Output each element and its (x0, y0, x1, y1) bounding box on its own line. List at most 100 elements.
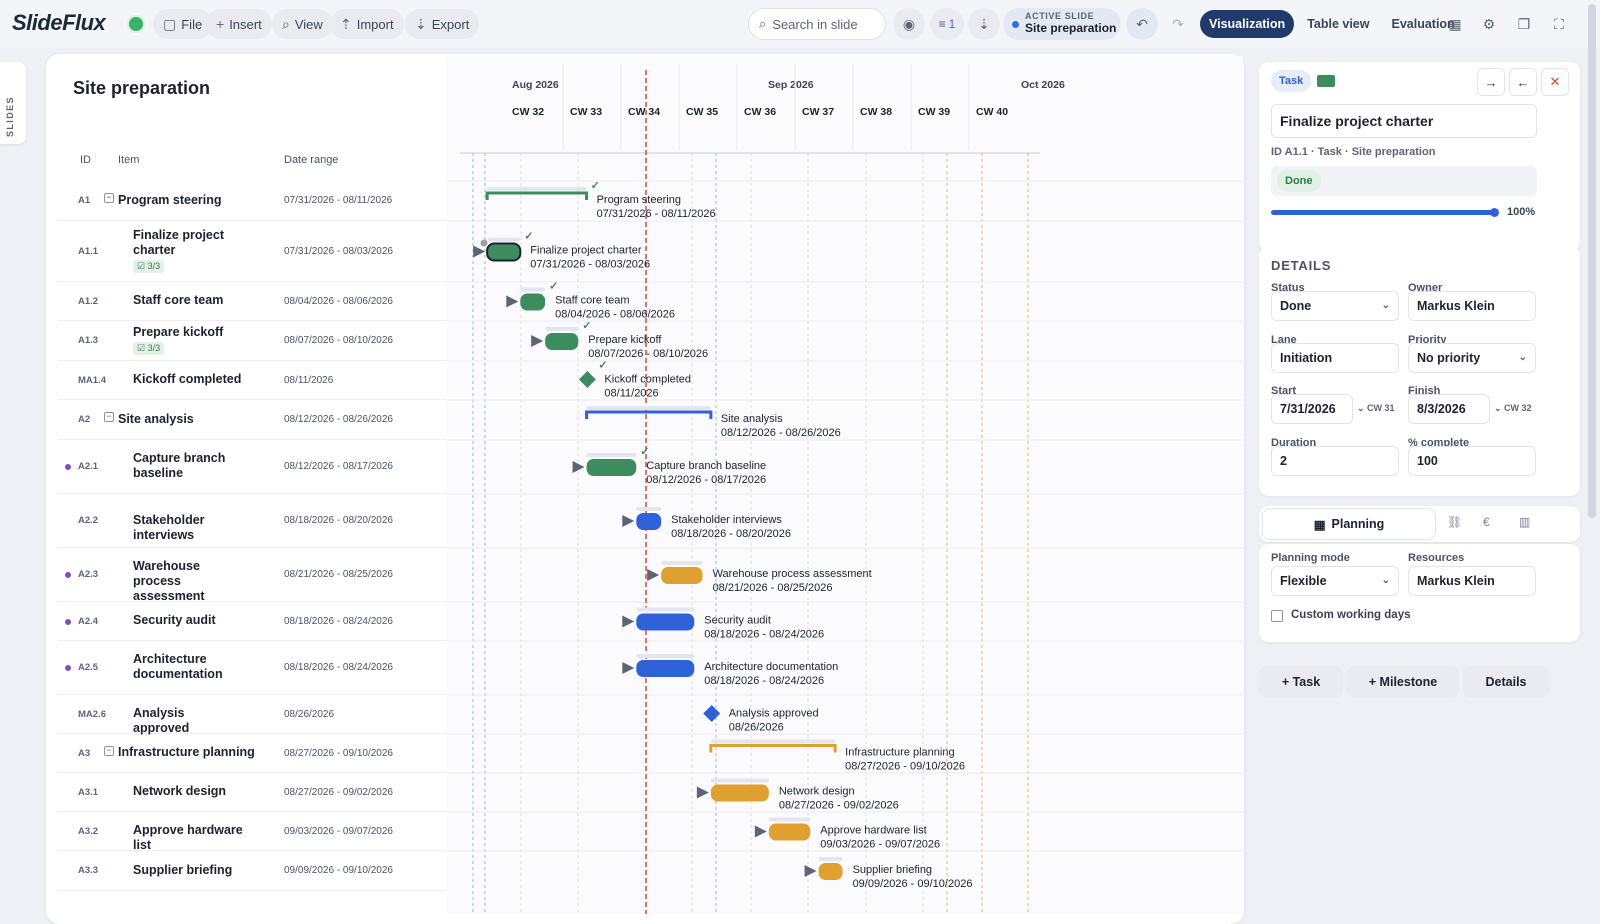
row-date-range: 08/12/2026 - 08/26/2026 (284, 414, 393, 425)
task-bar (710, 784, 769, 802)
download-button[interactable]: ⇣ (968, 8, 1000, 40)
outdent-button[interactable]: ← (1509, 68, 1537, 96)
file-menu-button[interactable]: ▢ File (153, 9, 213, 39)
priority-dot-icon (65, 618, 71, 625)
task-row[interactable]: A2.2 Stakeholder interviews 08/18/2026 - 0… (58, 494, 446, 548)
status-select[interactable]: Done ⌄ (1271, 291, 1399, 321)
import-button[interactable]: ⇡ Import (330, 9, 404, 39)
redo-button[interactable]: ↷ (1162, 8, 1194, 40)
slides-sidebar-toggle[interactable]: SLIDES (0, 62, 26, 144)
group-summary-bar (585, 410, 713, 419)
active-dot-icon (1012, 21, 1019, 28)
eye-icon: ◉ (902, 15, 916, 32)
view-menu-button[interactable]: ⌕ View (272, 9, 333, 39)
windows-icon[interactable]: ❐ (1517, 15, 1531, 32)
row-id: A1.2 (78, 295, 99, 307)
calendar-icon[interactable]: ▦ (1448, 15, 1462, 32)
add-milestone-button[interactable]: + Milestone (1347, 666, 1459, 698)
bar-dates: 07/31/2026 - 08/11/2026 (597, 208, 716, 220)
task-row[interactable]: A2.3 Warehouse process assessment 08/21/20… (58, 548, 446, 603)
bar-dates: 08/18/2026 - 08/24/2026 (704, 629, 824, 641)
priority-select[interactable]: No priority ⌄ (1408, 343, 1536, 373)
row-date-range: 08/21/2026 - 08/25/2026 (284, 569, 393, 580)
details-button[interactable]: Details (1463, 666, 1549, 698)
fullscreen-icon[interactable]: ⛶ (1554, 15, 1564, 32)
insert-menu-button[interactable]: + Insert (206, 9, 272, 39)
row-id: A3.1 (78, 786, 99, 798)
baseline-bar (586, 406, 711, 410)
percent-complete-input[interactable]: 100 (1408, 446, 1536, 476)
task-row[interactable]: A1 − Program steering 07/31/2026 - 08/11/20… (58, 181, 446, 221)
bar-dates: 08/12/2026 - 08/26/2026 (721, 427, 841, 439)
month-label: Sep 2026 (768, 79, 814, 91)
preview-eye-button[interactable]: ◉ (893, 8, 925, 40)
row-date-range: 08/11/2026 (284, 374, 334, 386)
download-icon: ⇣ (978, 15, 990, 32)
close-panel-button[interactable]: ✕ (1541, 68, 1569, 96)
dependency-arrow (754, 825, 767, 838)
owner-field[interactable]: Markus Klein (1408, 291, 1536, 321)
planning-mode-select[interactable]: Flexible ⌄ (1271, 566, 1399, 596)
bar-dates: 08/26/2026 (729, 722, 784, 734)
task-row[interactable]: A2.1 Capture branch baseline 08/12/2026 - … (58, 440, 446, 494)
baseline-bar (710, 778, 769, 783)
close-icon: ✕ (1549, 74, 1561, 89)
magnifier-icon: ⌕ (282, 15, 290, 32)
collapse-icon[interactable]: − (104, 412, 114, 422)
add-task-button[interactable]: + Task (1259, 666, 1343, 698)
task-row[interactable]: A2.4 Security audit 08/18/2026 - 08/24/202… (58, 602, 446, 641)
baseline-bar (487, 187, 587, 191)
slide-search-input[interactable]: ⌕ Search in slide (748, 8, 886, 40)
task-bar (636, 513, 662, 530)
finish-week-stepper[interactable]: ⌄ CW 32 (1494, 403, 1532, 413)
task-row[interactable]: A3.3 Supplier briefing 09/09/2026 - 09/10/… (58, 851, 446, 891)
export-button[interactable]: ⇣ Export (405, 9, 480, 39)
task-row[interactable]: A1.3 Prepare kickoff ☑ 3/3 08/07/2026 - 08/… (58, 321, 446, 361)
custom-working-days-checkbox[interactable] (1271, 610, 1283, 622)
task-row[interactable]: A3 − Infrastructure planning 08/27/2026 - 0… (58, 734, 446, 773)
task-row[interactable]: A3.1 Network design 08/27/2026 - 09/02/202… (58, 773, 446, 812)
task-row[interactable]: A2 − Site analysis 08/12/2026 - 08/26/2026 (58, 400, 446, 440)
task-row[interactable]: A1.1 Finalize project charter ☑ 3/3 07/31/2… (58, 221, 446, 282)
page-scrollbar[interactable] (1588, 4, 1596, 518)
lane-field[interactable]: Initiation (1271, 343, 1399, 373)
bar-label: Finalize project charter (530, 245, 642, 257)
tab-planning[interactable]: ▦ Planning (1263, 509, 1435, 539)
duration-input[interactable]: 2 (1271, 446, 1399, 476)
done-check-icon: ✓ (549, 281, 558, 293)
color-swatch[interactable] (1317, 75, 1335, 87)
collapse-icon[interactable]: − (104, 745, 114, 756)
currency-icon[interactable]: € (1483, 515, 1490, 529)
progress-handle[interactable] (1490, 208, 1499, 217)
row-id: A2.2 (78, 515, 99, 526)
bar-label: Network design (779, 786, 855, 798)
task-title-input[interactable]: Finalize project charter (1271, 104, 1537, 138)
row-date-range: 08/18/2026 - 08/20/2026 (284, 515, 393, 526)
task-row[interactable]: MA2.6 Analysis approved 08/26/2026 (58, 695, 446, 735)
row-id: A2 (78, 414, 91, 425)
active-slide-indicator[interactable]: ACTIVE SLIDE Site preparation (1003, 8, 1121, 40)
chevron-down-icon: ⌄ (1381, 575, 1390, 586)
search-icon: ⌕ (759, 16, 767, 31)
week-label: CW 36 (744, 106, 776, 118)
changes-counter-button[interactable]: ≡ 1 (930, 8, 964, 40)
undo-button[interactable]: ↶ (1126, 8, 1158, 40)
tab-table-view[interactable]: Table view (1307, 17, 1370, 31)
row-id: A2.5 (78, 662, 99, 673)
tab-evaluation[interactable]: Evaluation (1391, 17, 1455, 31)
task-row[interactable]: A3.2 Approve hardware list 09/03/2026 - 09… (58, 812, 446, 852)
indent-button[interactable]: → (1477, 68, 1505, 96)
task-row[interactable]: MA1.4 Kickoff completed 08/11/2026 (58, 361, 446, 400)
finish-date-input[interactable]: 8/3/2026 (1408, 394, 1490, 424)
collapse-icon[interactable]: − (104, 193, 114, 203)
task-row[interactable]: A1.2 Staff core team 08/04/2026 - 08/06/20… (58, 282, 446, 321)
gear-icon[interactable]: ⚙ (1482, 15, 1496, 32)
start-week-stepper[interactable]: ⌄ CW 31 (1357, 403, 1395, 413)
task-row[interactable]: A2.5 Architecture documentation 08/18/2026… (58, 641, 446, 695)
row-date-range: 08/07/2026 - 08/10/2026 (284, 335, 393, 346)
tab-visualization[interactable]: Visualization (1200, 10, 1295, 38)
bar-chart-icon[interactable]: ▥ (1519, 515, 1531, 529)
link-icon[interactable]: ⛓ (1447, 515, 1463, 529)
start-date-input[interactable]: 7/31/2026 (1271, 394, 1353, 424)
resources-field[interactable]: Markus Klein (1408, 566, 1536, 596)
